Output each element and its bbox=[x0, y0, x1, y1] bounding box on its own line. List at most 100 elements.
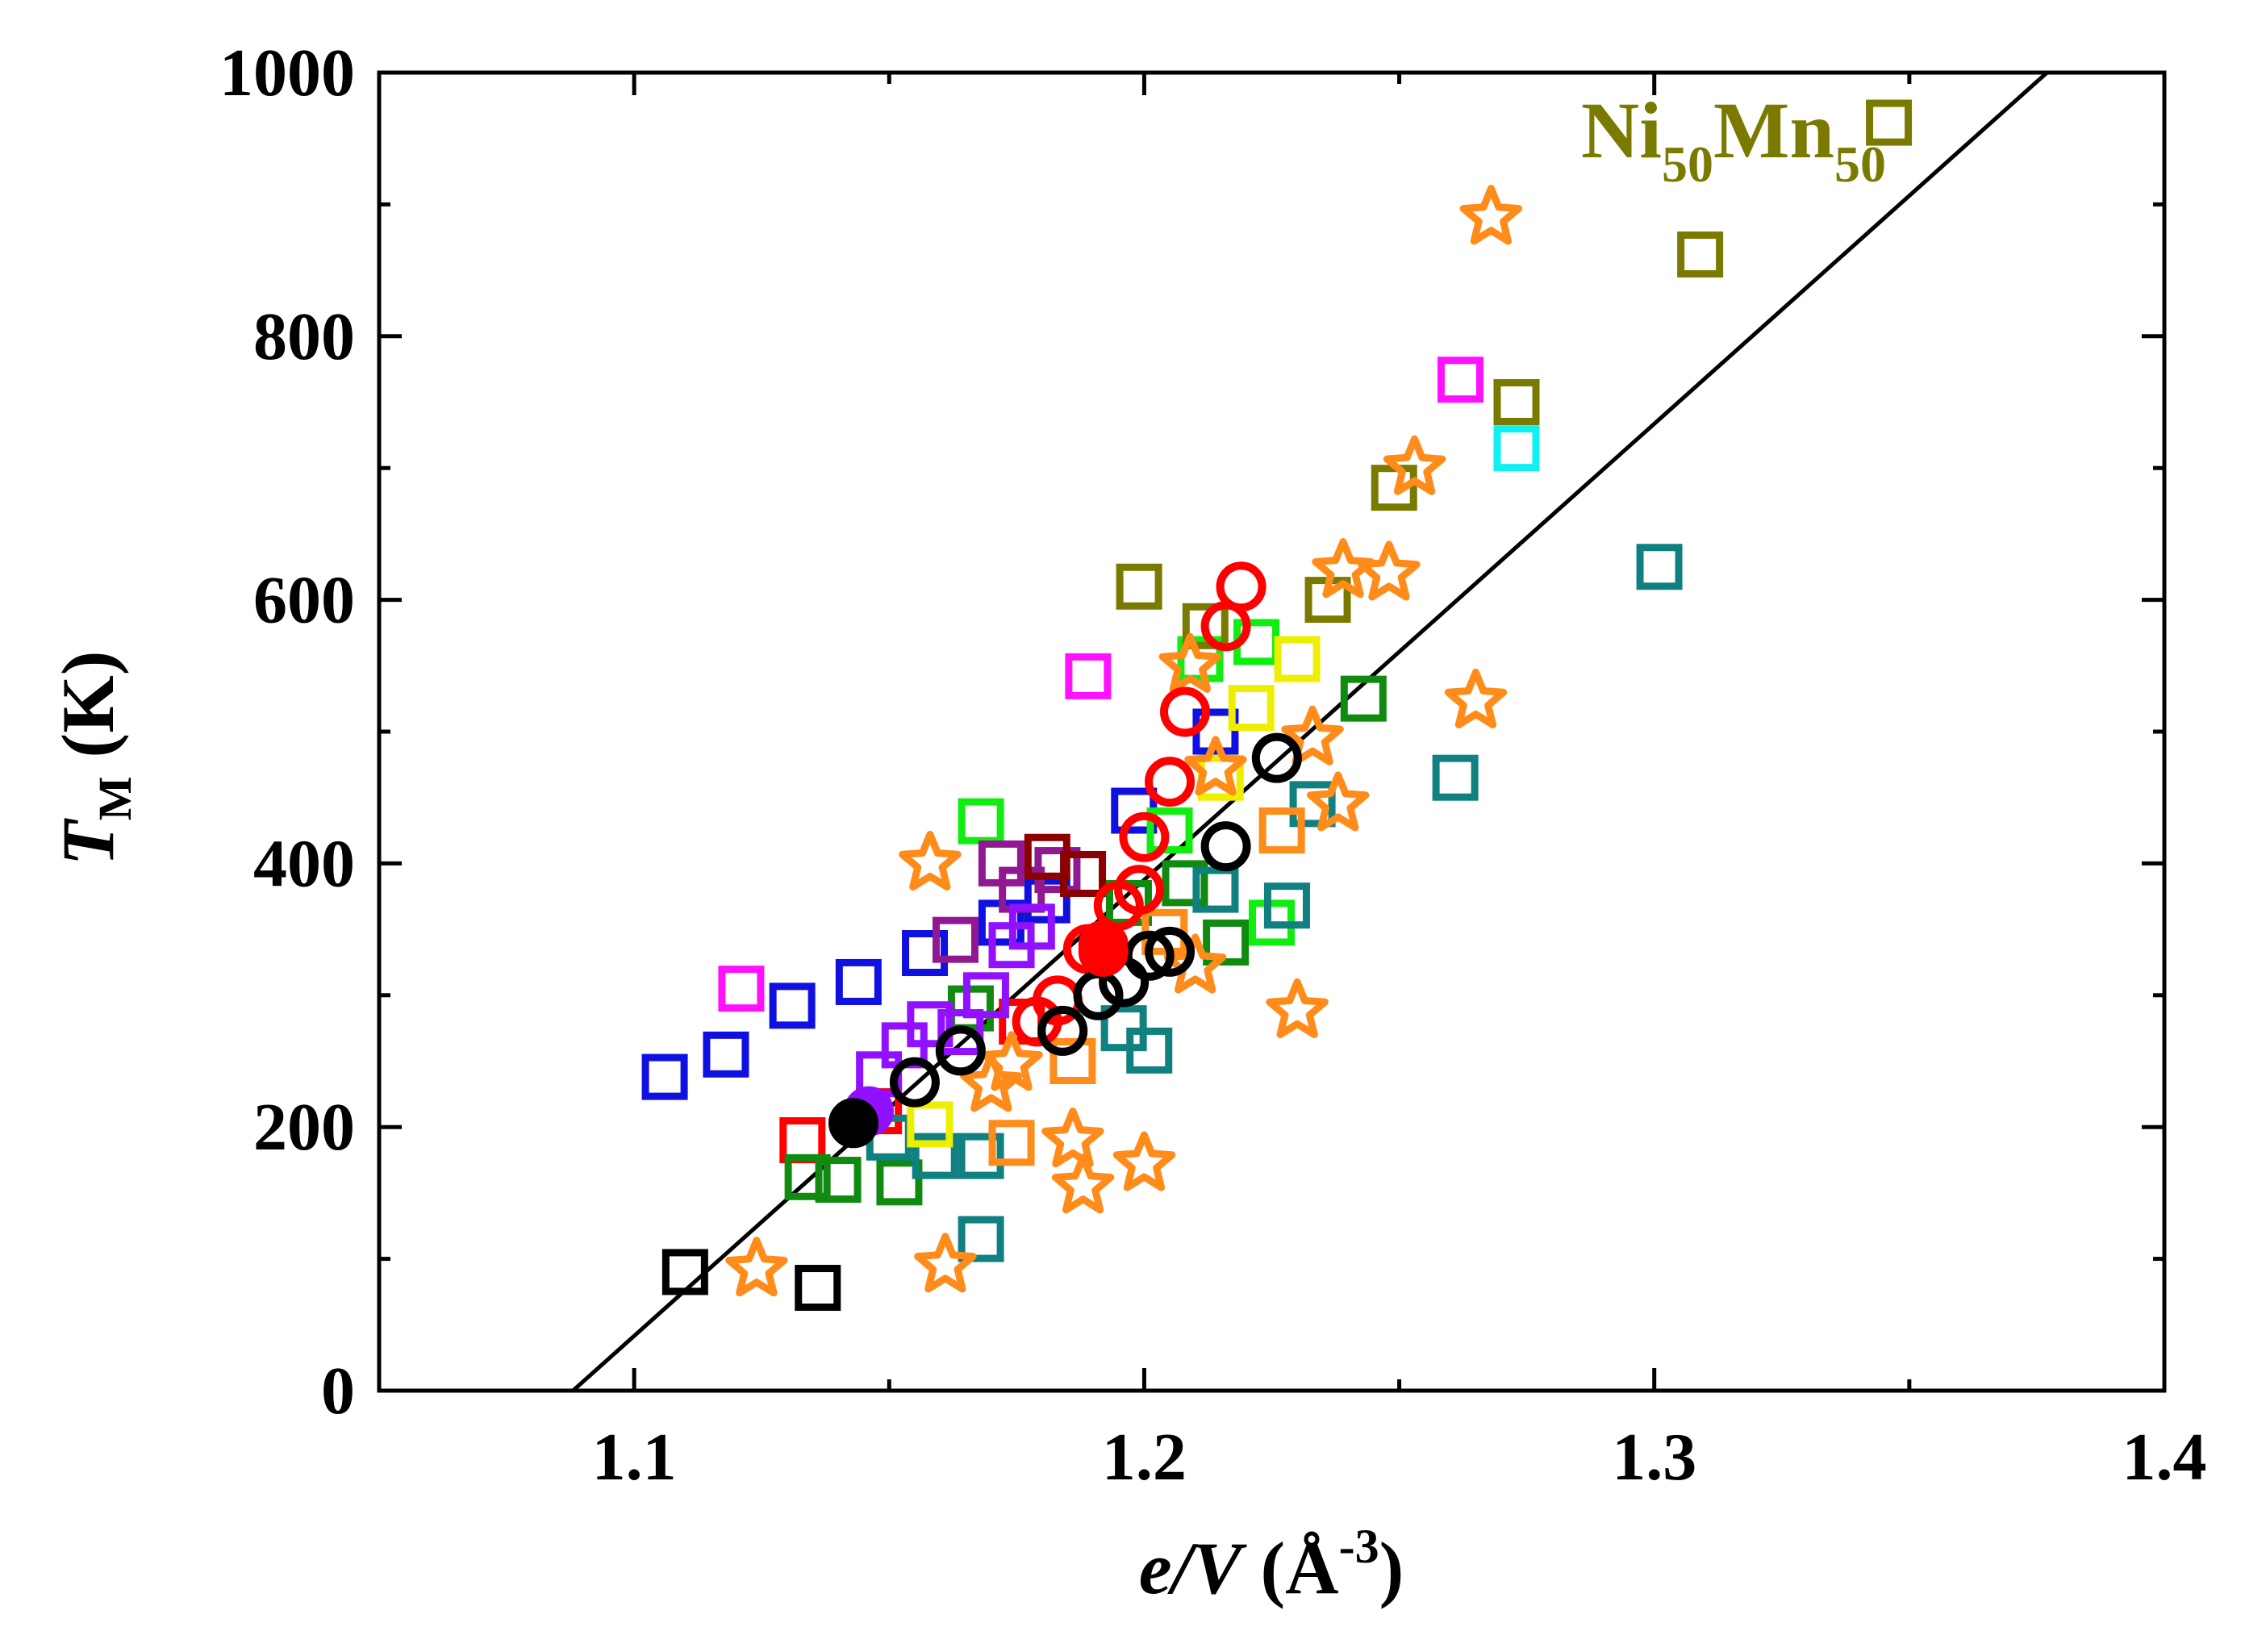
cyan-point bbox=[1493, 425, 1540, 472]
teal-point bbox=[1636, 544, 1683, 590]
orange-stars-point bbox=[1051, 1153, 1115, 1214]
black-squares-point bbox=[661, 1249, 708, 1295]
teal-point bbox=[958, 1216, 1004, 1262]
blue-point bbox=[703, 1031, 749, 1078]
orange-stars-point bbox=[899, 830, 962, 891]
olive-point bbox=[1182, 603, 1229, 649]
green-point bbox=[876, 1159, 923, 1206]
x-tick-label: 1.1 bbox=[592, 1420, 677, 1495]
olive-point bbox=[1677, 231, 1724, 277]
green-point bbox=[1340, 675, 1387, 722]
lime-point bbox=[958, 798, 1004, 845]
blue-point bbox=[769, 982, 816, 1029]
orange-stars-point bbox=[914, 1233, 977, 1293]
x-axis-title-var: e/V bbox=[1139, 1527, 1247, 1609]
black-circles-point bbox=[1037, 1005, 1088, 1056]
ni50mn50-annotation: Ni50Mn50 bbox=[1581, 86, 1886, 193]
orange-squares-point bbox=[1258, 807, 1305, 854]
orange-stars-point bbox=[1459, 185, 1523, 245]
blue-point bbox=[835, 958, 882, 1005]
y-axis-title-var: T bbox=[47, 817, 129, 866]
orange-stars-point bbox=[1041, 1108, 1104, 1168]
teal-point bbox=[912, 1133, 958, 1179]
magenta-point bbox=[1065, 653, 1112, 699]
purple-point bbox=[932, 916, 979, 963]
black-circles-point bbox=[1145, 926, 1196, 977]
orange-stars-point bbox=[1307, 771, 1370, 832]
black-circles-point bbox=[1124, 930, 1175, 981]
green-point bbox=[784, 1153, 831, 1200]
y-tick-label: 800 bbox=[253, 299, 355, 374]
teal-point bbox=[1263, 882, 1310, 929]
black-squares-point bbox=[795, 1265, 841, 1312]
lime-point bbox=[1146, 807, 1193, 854]
black-circles-point bbox=[1200, 821, 1251, 872]
orange-stars-point bbox=[1184, 736, 1247, 796]
x-axis-title-unit: (Å bbox=[1242, 1527, 1339, 1609]
red-circles-point bbox=[1160, 686, 1211, 737]
black-circles-point bbox=[1251, 732, 1302, 783]
red-filled-point bbox=[1078, 926, 1129, 977]
magenta-point bbox=[1437, 357, 1483, 403]
black-filled-point bbox=[828, 1098, 879, 1149]
red-circles-point bbox=[1119, 811, 1170, 862]
green-point bbox=[1162, 860, 1208, 907]
olive-point bbox=[1116, 563, 1162, 610]
green-point bbox=[815, 1157, 862, 1204]
black-circles-point bbox=[935, 1025, 986, 1076]
orange-squares-point bbox=[1049, 1038, 1096, 1084]
y-tick-label: 600 bbox=[253, 563, 355, 638]
orange-squares-point bbox=[988, 1120, 1035, 1166]
teal-point bbox=[1289, 781, 1336, 828]
red-circles-point bbox=[1216, 561, 1266, 612]
orange-stars-point bbox=[1112, 1131, 1176, 1191]
annotation-mn-sub: 50 bbox=[1834, 136, 1886, 193]
y-tick-label: 0 bbox=[321, 1354, 355, 1429]
x-tick-label: 1.4 bbox=[2122, 1420, 2207, 1495]
blue-point bbox=[902, 930, 949, 977]
orange-stars-point bbox=[1444, 668, 1508, 728]
violet-point bbox=[937, 1009, 984, 1056]
teal-point bbox=[1192, 866, 1239, 913]
y-axis-title-sub: M bbox=[89, 776, 141, 820]
blue-point bbox=[1024, 877, 1070, 924]
violet-point bbox=[907, 1001, 953, 1048]
red-circles-point bbox=[1145, 757, 1196, 807]
violet-point bbox=[1008, 903, 1055, 950]
svg-text:Ni50Mn50: Ni50Mn50 bbox=[1581, 86, 1886, 193]
green-point bbox=[1203, 919, 1250, 966]
violet-point bbox=[962, 972, 1009, 1019]
teal-point bbox=[1126, 1027, 1173, 1074]
olive-point bbox=[1493, 379, 1540, 425]
yellow-point bbox=[1228, 685, 1275, 732]
axis-ticks: 1.1 1.2 1.3 1.4 0 200 400 600 800 1000 bbox=[219, 35, 2207, 1495]
plot-frame bbox=[377, 70, 2167, 1393]
x-axis-title-sup: -3 bbox=[1339, 1520, 1379, 1573]
teal-point bbox=[1432, 754, 1479, 801]
black-circles-point bbox=[889, 1057, 940, 1108]
annotation-ni: Ni bbox=[1581, 86, 1662, 175]
purple-point bbox=[1034, 847, 1081, 894]
y-tick-label: 1000 bbox=[219, 35, 355, 111]
teal-point bbox=[958, 1133, 1004, 1179]
orange-stars-point bbox=[1163, 933, 1227, 994]
annotation-mn: Mn bbox=[1713, 86, 1834, 175]
orange-stars-point bbox=[1158, 632, 1222, 693]
yellow-point bbox=[1274, 636, 1321, 682]
plot-area bbox=[571, 73, 2049, 1391]
orange-stars-point bbox=[980, 1031, 1043, 1091]
y-axis-title: TM (K) bbox=[47, 651, 141, 866]
annotation-ni-sub: 50 bbox=[1662, 136, 1713, 193]
blue-point bbox=[641, 1053, 688, 1100]
olive-point bbox=[1866, 99, 1913, 146]
magenta-point bbox=[718, 966, 765, 1012]
y-axis-title-unit: (K) bbox=[47, 651, 129, 777]
yellow-point bbox=[907, 1101, 953, 1148]
orange-stars-point bbox=[1383, 435, 1446, 495]
red-squares-point bbox=[779, 1117, 826, 1164]
x-tick-label: 1.3 bbox=[1612, 1420, 1696, 1495]
red-circles-point bbox=[1114, 865, 1165, 916]
orange-stars-point bbox=[1281, 705, 1344, 766]
x-tick-label: 1.2 bbox=[1102, 1420, 1187, 1495]
